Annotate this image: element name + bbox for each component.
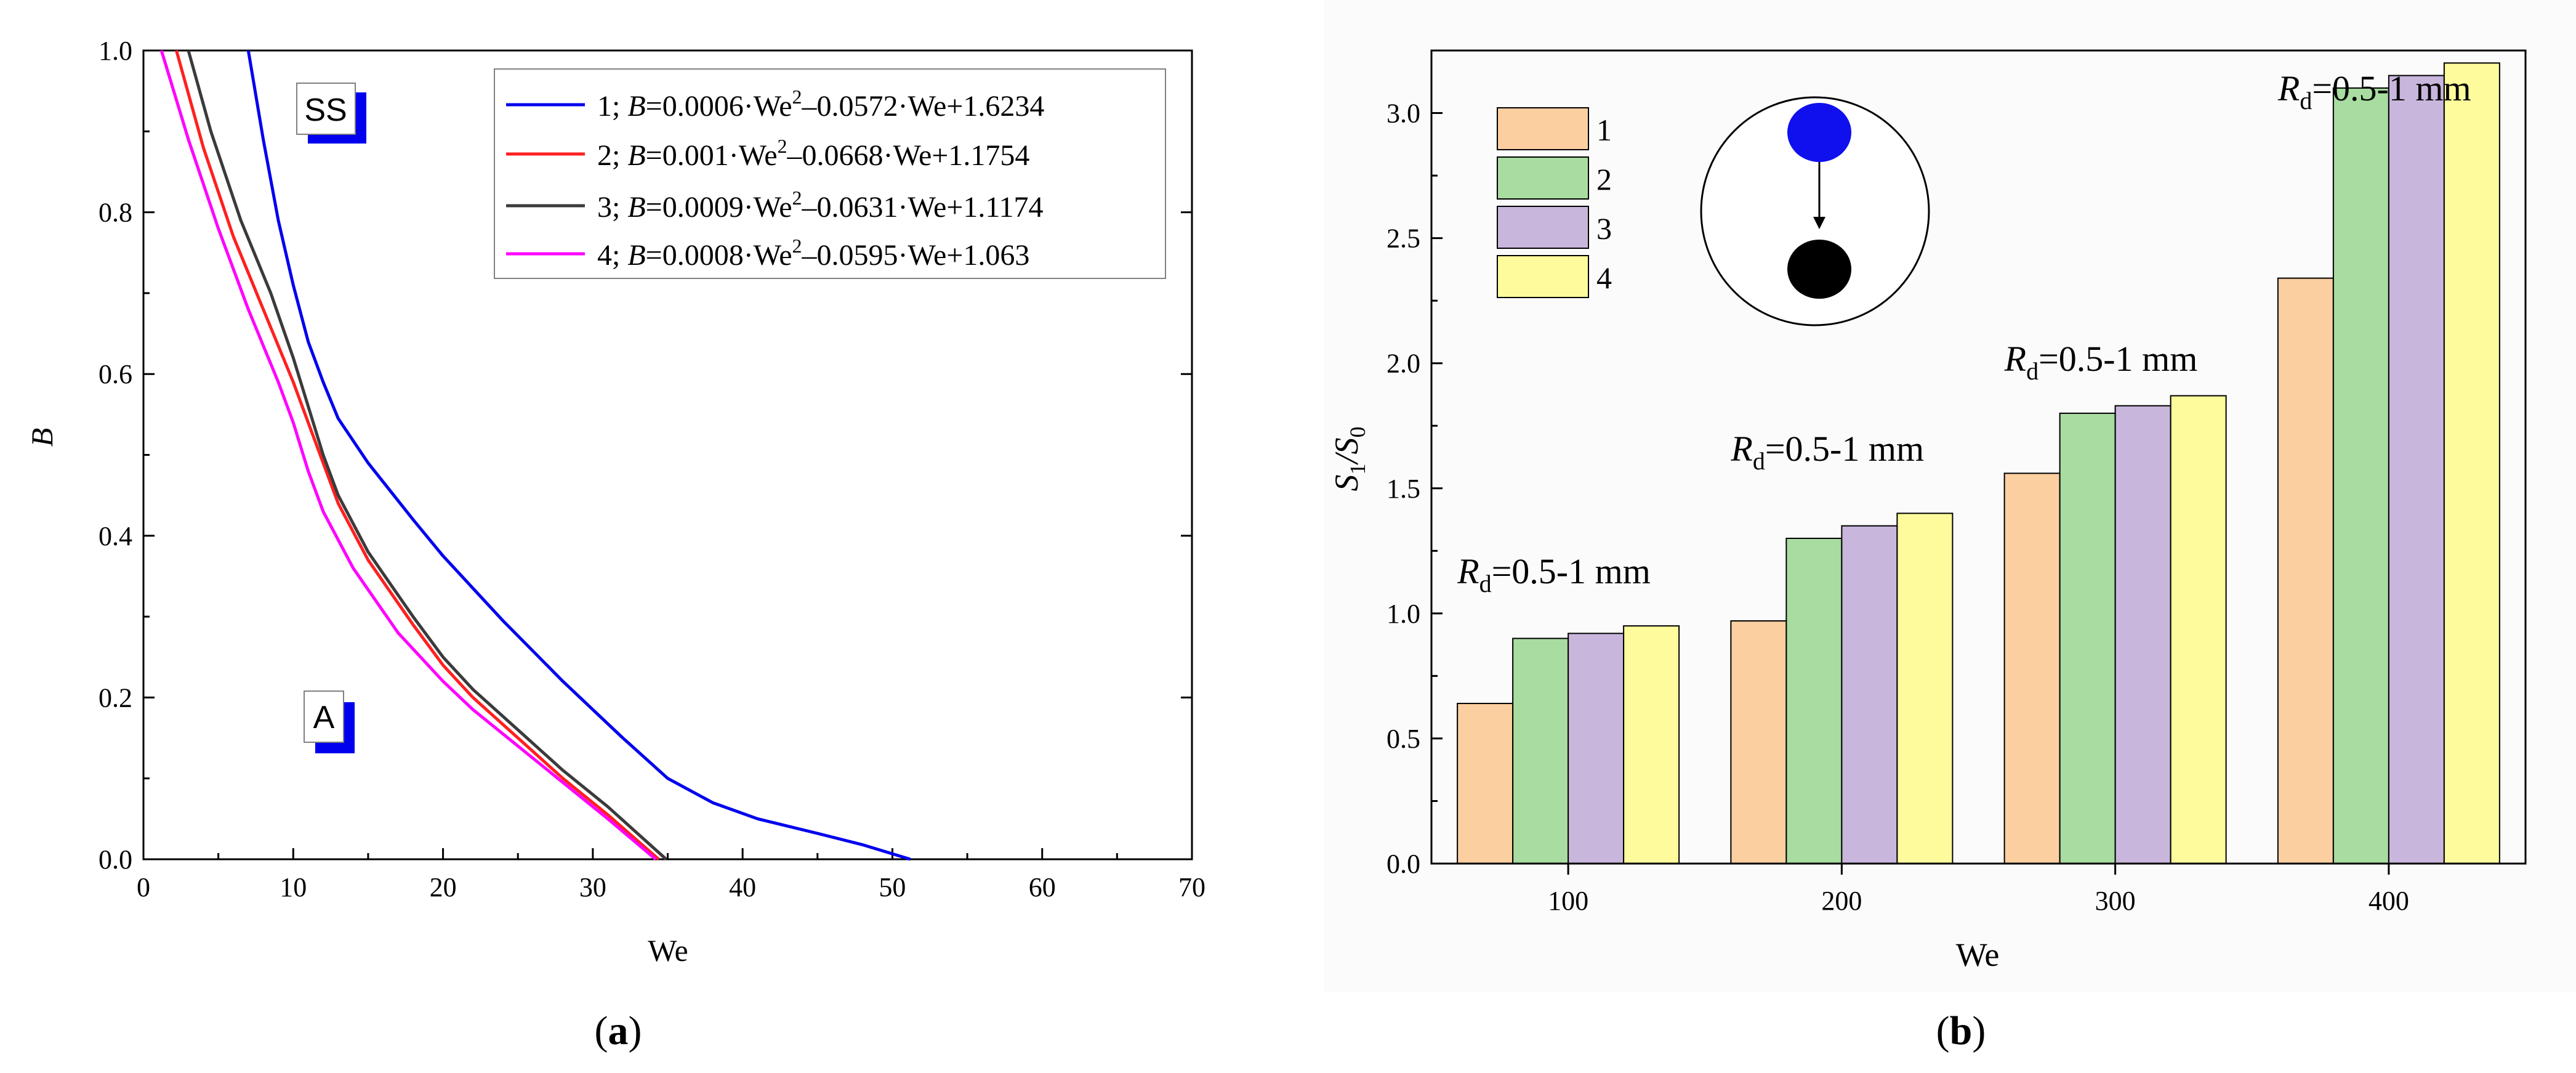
panel-a-ticks: 0 10 20 30 40 50 60 70 0.0 0.2 0.4 0.6 0.8 1.0 bbox=[99, 36, 1205, 902]
panel-b-bar-chart: 0.0 0.5 1.0 1.5 2.0 2.5 3.0 100 200 300 400 We S1/… bbox=[1324, 0, 2576, 1053]
panel-b-ticks: 0.0 0.5 1.0 1.5 2.0 2.5 3.0 100 200 300 400 bbox=[1387, 99, 2409, 916]
series-line-1 bbox=[246, 50, 911, 861]
a-y-tick-label: 0.6 bbox=[99, 359, 132, 389]
panel-b-annotations: Rd=0.5-1 mm Rd=0.5-1 mm Rd=0.5-1 mm Rd=0.5-… bbox=[1457, 68, 2471, 597]
a-y-tick-label: 0.2 bbox=[99, 682, 132, 713]
a-x-tick-label: 40 bbox=[729, 872, 756, 902]
legend-swatch-1 bbox=[1497, 107, 1589, 150]
a-x-tick-label: 60 bbox=[1029, 872, 1056, 902]
bar-2-400 bbox=[2332, 87, 2389, 864]
b-y-tick-label: 0.5 bbox=[1387, 724, 1420, 754]
bar-1-200 bbox=[1730, 620, 1787, 864]
panel-a-caption: (a) bbox=[595, 1008, 642, 1053]
legend-entry-1: 1; B=0.0006·We2–0.0572·We+1.6234 bbox=[506, 86, 1044, 123]
legend-entry-2: 2; B=0.001·We2–0.0668·We+1.1754 bbox=[506, 135, 1029, 172]
legend-label-3: 3; B=0.0009·We2–0.0631·We+1.1174 bbox=[597, 187, 1044, 224]
a-x-tick-label: 30 bbox=[579, 872, 606, 902]
b-x-tick-label: 400 bbox=[2369, 886, 2409, 916]
bar-4-200 bbox=[1896, 512, 1954, 864]
annotation-rd-300: Rd=0.5-1 mm bbox=[2004, 339, 2198, 385]
b-y-tick-label: 1.5 bbox=[1387, 474, 1420, 504]
legend-entry-3: 3; B=0.0009·We2–0.0631·We+1.1174 bbox=[506, 187, 1044, 224]
b-x-tick-label: 300 bbox=[2095, 886, 2136, 916]
annotation-rd-100: Rd=0.5-1 mm bbox=[1457, 551, 1651, 597]
a-x-tick-label: 70 bbox=[1178, 872, 1205, 902]
panel-b-caption: (b) bbox=[1936, 1008, 1986, 1053]
b-y-tick-label: 2.5 bbox=[1387, 224, 1420, 254]
legend-label-1: 1; B=0.0006·We2–0.0572·We+1.6234 bbox=[597, 86, 1044, 123]
inset-black-droplet bbox=[1787, 240, 1851, 299]
region-label-a: A bbox=[304, 690, 355, 753]
panel-a-x-axis-label: We bbox=[648, 933, 688, 968]
bar-1-400 bbox=[2277, 277, 2334, 865]
bar-3-200 bbox=[1841, 525, 1898, 864]
bar-2-300 bbox=[2059, 412, 2116, 864]
a-y-tick-label: 0.0 bbox=[99, 844, 132, 875]
annotation-rd-200: Rd=0.5-1 mm bbox=[1730, 429, 1924, 475]
bar-1-100 bbox=[1457, 703, 1514, 864]
b-y-tick-label: 0.0 bbox=[1387, 849, 1420, 879]
b-x-tick-label: 200 bbox=[1821, 886, 1862, 916]
panel-a-legend-box bbox=[494, 68, 1166, 279]
bar-3-100 bbox=[1568, 633, 1625, 865]
bar-4-400 bbox=[2443, 62, 2500, 864]
bar-4-100 bbox=[1623, 625, 1680, 865]
bar-2-100 bbox=[1512, 638, 1569, 864]
legend-label-b-3: 3 bbox=[1596, 211, 1612, 246]
bar-3-400 bbox=[2388, 75, 2445, 865]
b-x-tick-label: 100 bbox=[1548, 886, 1588, 916]
a-x-tick-label: 10 bbox=[280, 872, 307, 902]
a-y-tick-label: 0.8 bbox=[99, 198, 132, 228]
b-y-tick-label: 1.0 bbox=[1387, 599, 1420, 629]
legend-entry-4: 4; B=0.0008·We2–0.0595·We+1.063 bbox=[506, 235, 1029, 272]
panel-b-plot-frame bbox=[1430, 49, 2527, 865]
panel-b-legend: 1 2 3 4 bbox=[1497, 107, 1612, 298]
inset-circle bbox=[1700, 96, 1930, 326]
series-line-3 bbox=[187, 50, 667, 860]
a-x-tick-label: 20 bbox=[430, 872, 457, 902]
legend-swatch-3 bbox=[1497, 206, 1589, 249]
panel-b-y-axis-label: S1/S0 bbox=[1328, 426, 1370, 491]
panel-a-legend: 1; B=0.0006·We2–0.0572·We+1.6234 2; B=0.… bbox=[494, 68, 1166, 279]
legend-swatch-4 bbox=[1497, 255, 1589, 298]
annotation-rd-400: Rd=0.5-1 mm bbox=[2277, 68, 2471, 115]
inset-blue-droplet bbox=[1787, 103, 1851, 162]
bar-3-300 bbox=[2114, 405, 2171, 864]
bar-1-300 bbox=[2003, 472, 2061, 864]
b-y-tick-label: 3.0 bbox=[1387, 99, 1420, 129]
droplet-inset-diagram bbox=[1700, 96, 1930, 326]
legend-label-b-2: 2 bbox=[1596, 162, 1612, 196]
region-label-ss: SS bbox=[296, 83, 366, 144]
a-y-tick-label: 0.4 bbox=[99, 521, 132, 551]
panel-b-bars bbox=[1457, 62, 2500, 865]
legend-label-2: 2; B=0.001·We2–0.0668·We+1.1754 bbox=[597, 135, 1029, 172]
bar-4-300 bbox=[2170, 395, 2227, 864]
legend-swatch-2 bbox=[1497, 156, 1589, 200]
legend-label-4: 4; B=0.0008·We2–0.0595·We+1.063 bbox=[597, 235, 1029, 272]
a-x-tick-label: 0 bbox=[137, 872, 150, 902]
series-line-4 bbox=[159, 50, 657, 860]
a-x-tick-label: 50 bbox=[879, 872, 906, 902]
legend-label-b-1: 1 bbox=[1596, 113, 1612, 147]
inset-arrow-head bbox=[1813, 217, 1825, 229]
panel-b-x-axis-label: We bbox=[1956, 936, 2000, 973]
series-line-2 bbox=[175, 50, 660, 860]
panel-a-series bbox=[159, 50, 911, 861]
region-label-a-text: A bbox=[313, 700, 335, 735]
b-y-tick-label: 2.0 bbox=[1387, 349, 1420, 379]
bar-2-200 bbox=[1785, 538, 1843, 864]
region-label-ss-text: SS bbox=[304, 92, 347, 128]
panel-a-line-chart: 0 10 20 30 40 50 60 70 0.0 0.2 0.4 0.6 0.8 1.0 We B S… bbox=[25, 36, 1205, 1053]
a-y-tick-label: 1.0 bbox=[99, 36, 132, 66]
legend-label-b-4: 4 bbox=[1596, 261, 1612, 295]
panel-a-y-axis-label: B bbox=[25, 428, 59, 447]
